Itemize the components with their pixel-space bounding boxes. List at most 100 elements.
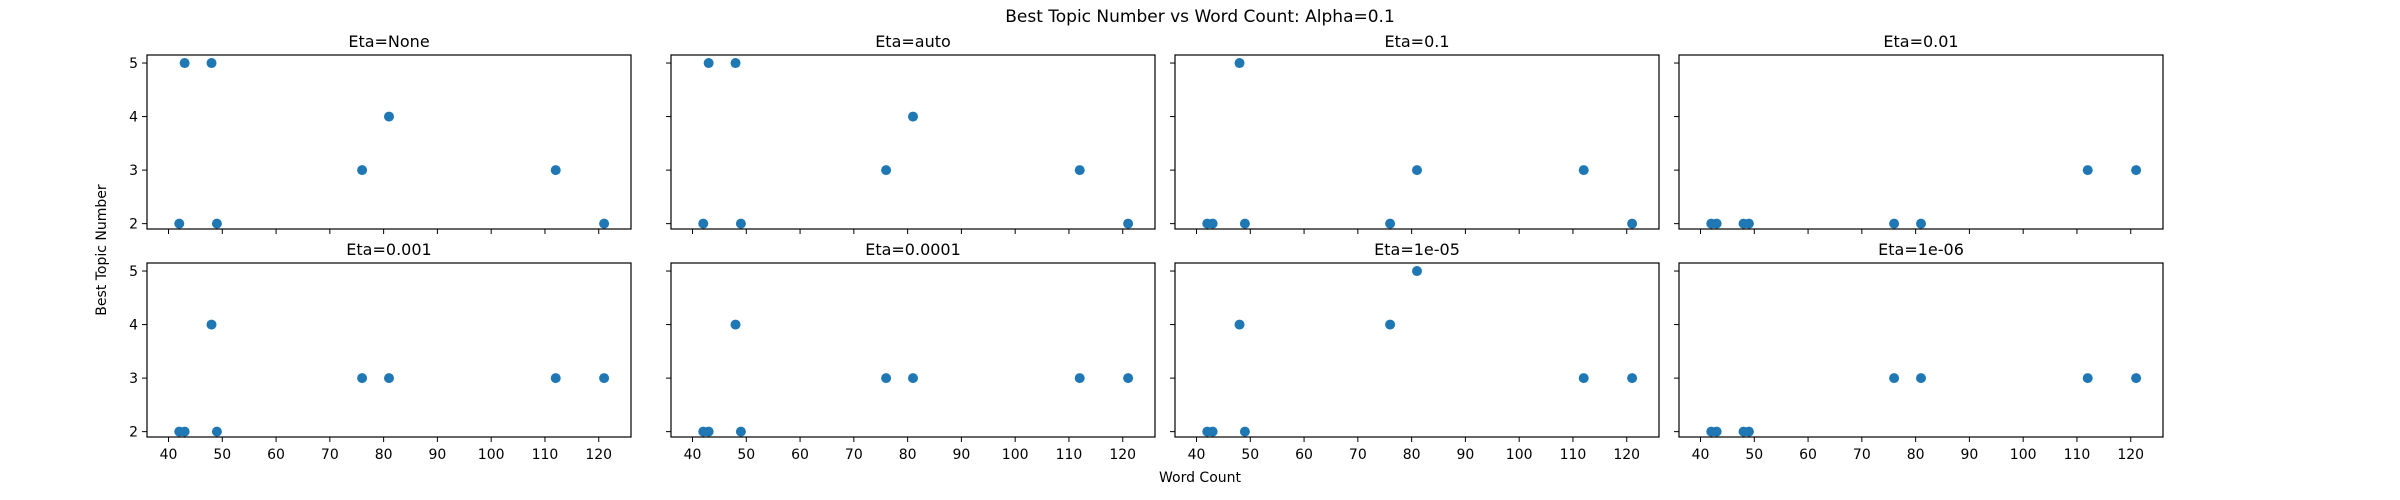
data-point bbox=[211, 426, 222, 437]
subplot-title: Eta=1e-05 bbox=[1374, 240, 1460, 259]
subplot-frame bbox=[1678, 262, 2164, 438]
subplot-7: Eta=1e-05 40 50 60 70 80 90 100 110 120 bbox=[1170, 240, 1660, 463]
x-tick-label: 50 bbox=[1745, 447, 1763, 463]
subplot-6: Eta=0.0001 40 50 60 70 80 90 100 110 120 bbox=[666, 240, 1156, 463]
data-point bbox=[1207, 218, 1218, 229]
y-tick-label: 5 bbox=[129, 264, 138, 280]
x-tick-label: 80 bbox=[1403, 447, 1421, 463]
data-point bbox=[1239, 426, 1250, 437]
data-point bbox=[703, 58, 714, 69]
x-axis-label: Word Count bbox=[1159, 470, 1242, 486]
x-tick-label: 60 bbox=[1295, 447, 1313, 463]
x-tick-label: 40 bbox=[1188, 447, 1206, 463]
data-point bbox=[1743, 218, 1754, 229]
x-tick-label: 80 bbox=[1907, 447, 1925, 463]
data-point bbox=[2131, 165, 2142, 176]
data-point bbox=[881, 373, 892, 384]
x-tick-label: 120 bbox=[2117, 447, 2144, 463]
data-point bbox=[179, 426, 190, 437]
data-point bbox=[2082, 373, 2093, 384]
data-point bbox=[1889, 218, 1900, 229]
x-tick-label: 70 bbox=[1349, 447, 1367, 463]
data-point bbox=[384, 373, 394, 384]
data-point bbox=[206, 319, 217, 330]
data-point bbox=[1916, 218, 1926, 229]
subplot-title: Eta=auto bbox=[875, 32, 951, 51]
x-tick-label: 40 bbox=[1692, 447, 1710, 463]
x-tick-label: 100 bbox=[1506, 447, 1533, 463]
x-tick-label: 40 bbox=[160, 447, 178, 463]
y-tick-label: 3 bbox=[129, 371, 138, 387]
x-tick-label: 50 bbox=[1241, 447, 1259, 463]
subplot-title: Eta=0.01 bbox=[1883, 32, 1958, 51]
data-point bbox=[2082, 165, 2093, 176]
data-point bbox=[730, 58, 741, 69]
data-point bbox=[211, 218, 222, 229]
subplot-title: Eta=1e-06 bbox=[1878, 240, 1964, 259]
data-point bbox=[1385, 319, 1396, 330]
data-point bbox=[2131, 373, 2142, 384]
data-point bbox=[1916, 373, 1926, 384]
data-point bbox=[1207, 426, 1218, 437]
x-tick-label: 100 bbox=[478, 447, 505, 463]
x-tick-label: 90 bbox=[952, 447, 970, 463]
x-tick-label: 110 bbox=[532, 447, 559, 463]
x-tick-label: 70 bbox=[1853, 447, 1871, 463]
subplot-frame bbox=[146, 54, 632, 230]
figure-title: Best Topic Number vs Word Count: Alpha=0… bbox=[1005, 7, 1395, 27]
data-point bbox=[1234, 58, 1245, 69]
data-point bbox=[703, 426, 714, 437]
subplot-3: Eta=0.1 bbox=[1170, 32, 1660, 234]
data-point bbox=[357, 373, 368, 384]
x-tick-label: 110 bbox=[2064, 447, 2091, 463]
subplot-frame bbox=[670, 262, 1156, 438]
data-point bbox=[1743, 426, 1754, 437]
data-point bbox=[1627, 373, 1638, 384]
subplot-grid: Eta=None 2 3 4 5 Eta=auto Eta=0.1 Eta=0.01 Eta=0… bbox=[129, 32, 2164, 463]
data-point bbox=[1578, 373, 1589, 384]
subplot-title: Eta=None bbox=[348, 32, 429, 51]
data-point bbox=[179, 58, 190, 69]
data-point bbox=[735, 426, 746, 437]
data-point bbox=[206, 58, 217, 69]
data-point bbox=[1627, 218, 1638, 229]
data-point bbox=[1412, 165, 1422, 176]
y-tick-label: 2 bbox=[129, 217, 138, 233]
data-point bbox=[881, 165, 892, 176]
subplot-frame bbox=[1174, 262, 1660, 438]
x-tick-label: 60 bbox=[1799, 447, 1817, 463]
data-point bbox=[357, 165, 368, 176]
y-tick-label: 5 bbox=[129, 56, 138, 72]
data-point bbox=[735, 218, 746, 229]
subplot-frame bbox=[1678, 54, 2164, 230]
data-point bbox=[1711, 426, 1722, 437]
x-tick-label: 120 bbox=[585, 447, 612, 463]
x-tick-label: 60 bbox=[791, 447, 809, 463]
subplot-frame bbox=[1174, 54, 1660, 230]
subplot-title: Eta=0.1 bbox=[1384, 32, 1449, 51]
x-tick-label: 70 bbox=[845, 447, 863, 463]
data-point bbox=[730, 319, 741, 330]
data-point bbox=[1123, 218, 1134, 229]
data-point bbox=[1123, 373, 1134, 384]
x-tick-label: 60 bbox=[267, 447, 285, 463]
x-tick-label: 110 bbox=[1056, 447, 1083, 463]
data-point bbox=[1412, 266, 1422, 277]
y-axis-label: Best Topic Number bbox=[94, 184, 110, 316]
data-point bbox=[1385, 218, 1396, 229]
data-point bbox=[698, 218, 709, 229]
x-tick-label: 120 bbox=[1613, 447, 1640, 463]
data-point bbox=[908, 111, 918, 122]
x-tick-label: 40 bbox=[684, 447, 702, 463]
data-point bbox=[550, 165, 561, 176]
data-point bbox=[908, 373, 918, 384]
subplot-title: Eta=0.001 bbox=[346, 240, 431, 259]
x-tick-label: 110 bbox=[1560, 447, 1587, 463]
data-point bbox=[550, 373, 561, 384]
subplot-1: Eta=None 2 3 4 5 bbox=[129, 32, 632, 234]
x-tick-label: 70 bbox=[321, 447, 339, 463]
subplot-frame bbox=[146, 262, 632, 438]
data-point bbox=[1711, 218, 1722, 229]
x-tick-label: 100 bbox=[1002, 447, 1029, 463]
